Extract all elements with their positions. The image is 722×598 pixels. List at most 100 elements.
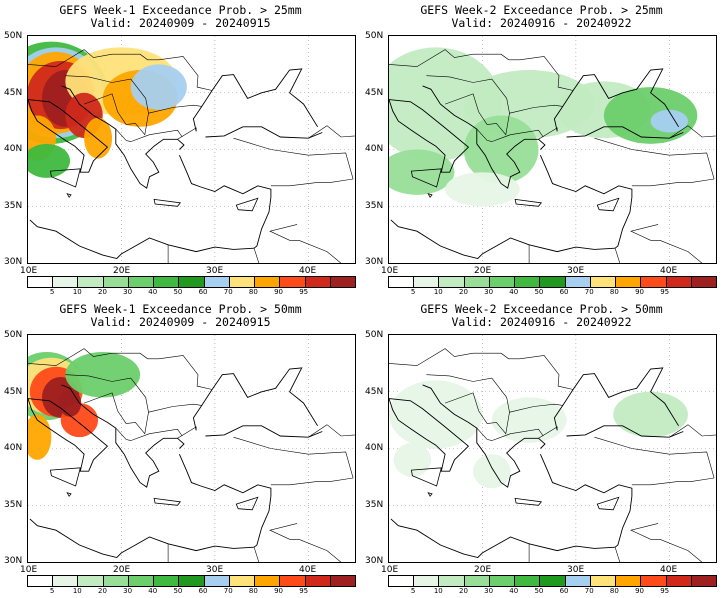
lon-label: 20E: [113, 565, 131, 575]
lon-label: 10E: [381, 565, 399, 575]
coastline: [61, 85, 185, 189]
colorbar-swatch: [305, 576, 331, 586]
lon-label: 30E: [206, 565, 224, 575]
country-border: [594, 436, 715, 479]
island-outline: [410, 467, 442, 487]
colorbar-swatch: [53, 277, 79, 287]
colorbar-swatch: [616, 277, 642, 287]
colorbar-tick-label: 5: [49, 587, 55, 595]
country-border: [630, 523, 703, 562]
colorbar-tick-label: 60: [559, 288, 569, 296]
coastline: [539, 155, 633, 198]
coastline: [28, 99, 109, 173]
country-border: [83, 392, 149, 435]
lat-label: 35N: [365, 500, 384, 510]
coastline: [614, 496, 633, 548]
precip-probability-area: [473, 454, 511, 489]
lon-label: 40E: [299, 565, 317, 575]
island-outline: [427, 492, 433, 497]
colorbar-swatch: [389, 576, 415, 586]
colorbar-tick-label: 80: [609, 587, 619, 595]
colorbar-tick-label: 10: [433, 288, 443, 296]
colorbar-swatch: [489, 576, 516, 586]
colorbar-swatch: [78, 277, 104, 287]
colorbar-tick-label: 90: [274, 587, 283, 595]
panel-title: GEFS Week-2 Exceedance Prob. > 25mm: [420, 3, 663, 17]
country-border: [83, 93, 149, 136]
colorbar-swatch: [389, 277, 415, 287]
lat-label: 50N: [4, 31, 23, 41]
map-area: [27, 35, 356, 264]
colorbar-tick-label: 10: [433, 587, 443, 595]
colorbar-tick-label: 95: [660, 288, 670, 296]
country-border: [594, 137, 715, 180]
country-border: [614, 248, 621, 263]
country-border: [444, 93, 510, 136]
colorbar-swatch: [666, 576, 692, 586]
colorbar-tick-label: 70: [584, 288, 594, 296]
precip-probability-area: [389, 149, 455, 195]
precip-probability-area: [650, 109, 688, 133]
colorbar-tick-label: 95: [299, 288, 309, 296]
precip-probability-area: [130, 64, 187, 110]
country-border: [444, 392, 510, 435]
colorbar: [388, 575, 717, 587]
coastline: [178, 454, 272, 497]
precip-probability-area: [393, 442, 432, 477]
colorbar-tick-label: 20: [97, 587, 107, 595]
colorbar-swatch: [616, 576, 642, 586]
panel-week2-50mm: GEFS Week-2 Exceedance Prob. > 50mm Vali…: [361, 299, 722, 598]
country-border: [28, 49, 213, 91]
colorbar-swatch: [255, 277, 281, 287]
lat-label: 45N: [365, 88, 384, 98]
lon-label: 20E: [474, 565, 492, 575]
colorbar-tick-label: 5: [410, 587, 416, 595]
colorbar-tick-label: 80: [248, 288, 258, 296]
colorbar-tick-label: 30: [484, 587, 494, 595]
colorbar-swatch: [590, 277, 617, 287]
map-area: [388, 35, 717, 264]
coastline: [29, 518, 255, 558]
country-border: [538, 127, 558, 140]
colorbar-tick-label: 70: [223, 288, 233, 296]
island-outline: [66, 492, 72, 497]
country-border: [177, 426, 197, 439]
colorbar-swatch: [515, 576, 541, 586]
colorbar-swatch: [666, 277, 692, 287]
panel-valid-dates: Valid: 20240916 - 20240922: [451, 315, 632, 329]
colorbar-tick-label: 40: [509, 288, 519, 296]
coastline: [178, 155, 272, 198]
lon-label: 40E: [660, 266, 678, 276]
country-border: [308, 125, 355, 139]
colorbar-swatch: [414, 576, 440, 586]
colorbar-swatch: [28, 277, 54, 287]
map-area: [27, 334, 356, 563]
colorbar-swatch: [439, 576, 465, 586]
coastline: [205, 425, 323, 438]
panel-valid-dates: Valid: 20240909 - 20240915: [90, 315, 271, 329]
country-border: [426, 374, 563, 413]
country-border: [631, 178, 715, 187]
precip-probability-area: [28, 143, 71, 178]
country-border: [65, 75, 202, 114]
coastline: [553, 367, 679, 431]
colorbar: [388, 276, 717, 288]
country-border: [253, 248, 260, 263]
colorbar-swatch: [128, 576, 155, 586]
colorbar-swatch: [128, 277, 155, 287]
island-outline: [427, 193, 433, 198]
lat-label: 50N: [365, 330, 384, 340]
colorbar-tick-label: 60: [559, 587, 569, 595]
island-outline: [49, 467, 81, 487]
coastline: [390, 518, 616, 558]
colorbar-swatch: [330, 277, 356, 287]
colorbar-tick-label: 70: [223, 587, 233, 595]
country-border: [669, 424, 716, 438]
colorbar-swatch: [179, 576, 205, 586]
country-border: [115, 128, 183, 142]
colorbar-tick-label: 5: [49, 288, 55, 296]
coastline: [614, 197, 633, 249]
precip-probability-area: [58, 389, 82, 417]
coastline: [192, 68, 318, 132]
country-border: [630, 224, 703, 263]
